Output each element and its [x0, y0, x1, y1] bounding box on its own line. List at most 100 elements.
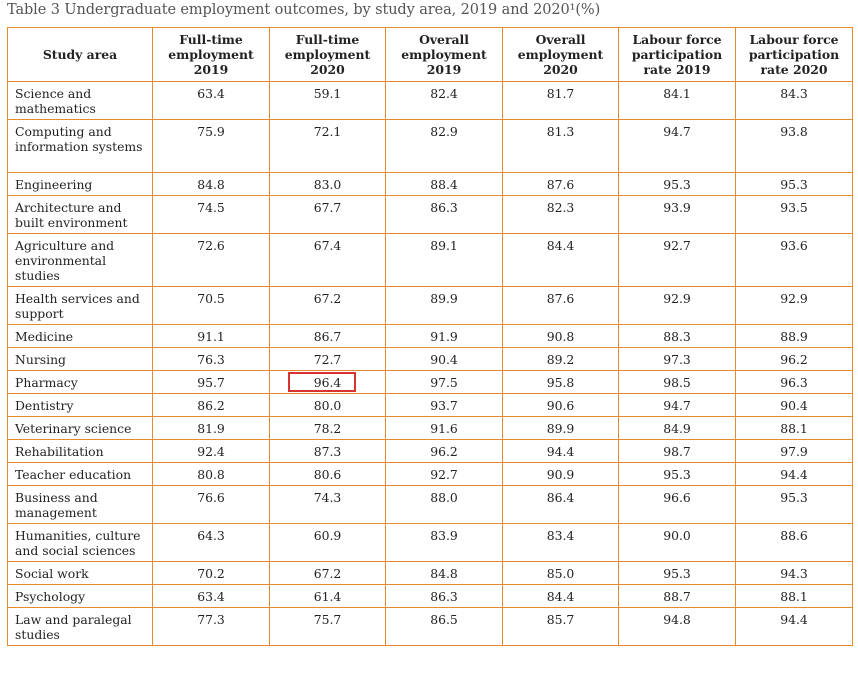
- value-cell: 61.4: [269, 584, 386, 608]
- table-row: Nursing 76.3 72.7 90.4 89.2 97.3 96.2: [7, 347, 853, 371]
- value-cell: 88.1: [735, 584, 853, 608]
- value-cell: 88.1: [735, 416, 853, 440]
- header-overall-2019: Overall employment 2019: [385, 27, 503, 82]
- study-area-cell: Teacher education: [7, 462, 153, 486]
- table-row: Medicine 91.1 86.7 91.9 90.8 88.3 88.9: [7, 324, 853, 348]
- value-cell: 86.2: [152, 393, 270, 417]
- value-cell: 94.8: [618, 607, 736, 646]
- value-cell: 85.0: [502, 561, 619, 585]
- header-overall-2020: Overall employment 2020: [502, 27, 619, 82]
- table-row: Agriculture and environmental studies 72.…: [7, 233, 853, 287]
- value-cell: 77.3: [152, 607, 270, 646]
- value-cell: 87.3: [269, 439, 386, 463]
- value-cell: 98.5: [618, 370, 736, 394]
- value-cell: 80.8: [152, 462, 270, 486]
- table-row: Teacher education 80.8 80.6 92.7 90.9 95.3 94.…: [7, 462, 853, 486]
- value-cell: 89.2: [502, 347, 619, 371]
- value-cell: 72.7: [269, 347, 386, 371]
- value-cell: 93.8: [735, 119, 853, 173]
- study-area-cell: Agriculture and environmental studies: [7, 233, 153, 287]
- highlighted-value: 96.4: [313, 375, 342, 390]
- header-lfpr-2020: Labour force participation rate 2020: [735, 27, 853, 82]
- value-cell: 92.7: [385, 462, 503, 486]
- value-cell: 95.3: [735, 172, 853, 196]
- value-cell: 88.0: [385, 485, 503, 524]
- value-cell: 92.9: [735, 286, 853, 325]
- value-cell: 82.9: [385, 119, 503, 173]
- value-cell: 74.3: [269, 485, 386, 524]
- table-row: Dentistry 86.2 80.0 93.7 90.6 94.7 90.4: [7, 393, 853, 417]
- value-cell: 96.3: [735, 370, 853, 394]
- value-cell: 67.4: [269, 233, 386, 287]
- value-cell: 83.9: [385, 523, 503, 562]
- study-area-cell: Business and management: [7, 485, 153, 524]
- value-cell: 83.4: [502, 523, 619, 562]
- value-cell: 84.1: [618, 81, 736, 120]
- value-cell: 87.6: [502, 286, 619, 325]
- value-cell: 96.2: [735, 347, 853, 371]
- value-cell: 90.9: [502, 462, 619, 486]
- value-cell: 75.9: [152, 119, 270, 173]
- value-cell: 59.1: [269, 81, 386, 120]
- value-cell: 88.6: [735, 523, 853, 562]
- study-area-cell: Engineering: [7, 172, 153, 196]
- value-cell: 78.2: [269, 416, 386, 440]
- study-area-cell: Architecture and built environment: [7, 195, 153, 234]
- employment-outcomes-table: Study area Full-time employment 2019 Ful…: [7, 27, 853, 646]
- value-cell: 95.3: [735, 485, 853, 524]
- value-cell: 84.8: [152, 172, 270, 196]
- value-cell: 90.6: [502, 393, 619, 417]
- value-cell: 94.4: [735, 607, 853, 646]
- table-row: Law and paralegal studies 77.3 75.7 86.5 85.…: [7, 607, 853, 646]
- value-cell: 76.6: [152, 485, 270, 524]
- value-cell: 86.3: [385, 195, 503, 234]
- table-row: Veterinary science 81.9 78.2 91.6 89.9 84.9 88…: [7, 416, 853, 440]
- table-row: Computing and information systems 75.9 72.…: [7, 119, 853, 173]
- value-cell: 90.4: [735, 393, 853, 417]
- value-cell: 92.7: [618, 233, 736, 287]
- value-cell: 83.0: [269, 172, 386, 196]
- value-cell: 81.9: [152, 416, 270, 440]
- value-cell: 75.7: [269, 607, 386, 646]
- value-cell: 94.4: [735, 462, 853, 486]
- value-cell: 90.0: [618, 523, 736, 562]
- value-cell: 93.9: [618, 195, 736, 234]
- value-cell: 95.3: [618, 561, 736, 585]
- value-cell: 95.8: [502, 370, 619, 394]
- value-cell: 94.7: [618, 119, 736, 173]
- value-cell: 88.3: [618, 324, 736, 348]
- header-study-area: Study area: [7, 27, 153, 82]
- value-cell: 95.3: [618, 172, 736, 196]
- value-cell: 72.1: [269, 119, 386, 173]
- value-cell: 67.2: [269, 561, 386, 585]
- value-cell: 86.4: [502, 485, 619, 524]
- value-cell: 93.6: [735, 233, 853, 287]
- value-cell: 70.5: [152, 286, 270, 325]
- table-row: Rehabilitation 92.4 87.3 96.2 94.4 98.7 97.9: [7, 439, 853, 463]
- study-area-cell: Pharmacy: [7, 370, 153, 394]
- value-cell: 91.9: [385, 324, 503, 348]
- value-cell: 84.4: [502, 233, 619, 287]
- value-cell: 98.7: [618, 439, 736, 463]
- value-cell: 88.9: [735, 324, 853, 348]
- study-area-cell: Science and mathematics: [7, 81, 153, 120]
- table-row: Social work 70.2 67.2 84.8 85.0 95.3 94.3: [7, 561, 853, 585]
- value-cell: 95.3: [618, 462, 736, 486]
- table-row: Engineering 84.8 83.0 88.4 87.6 95.3 95.3: [7, 172, 853, 196]
- value-cell: 87.6: [502, 172, 619, 196]
- study-area-cell: Rehabilitation: [7, 439, 153, 463]
- table-body: Science and mathematics 63.4 59.1 82.4 81.7 8…: [7, 81, 853, 646]
- value-cell: 86.3: [385, 584, 503, 608]
- table-row: Health services and support 70.5 67.2 89.9 8…: [7, 286, 853, 325]
- value-cell: 82.4: [385, 81, 503, 120]
- study-area-cell: Dentistry: [7, 393, 153, 417]
- value-cell: 60.9: [269, 523, 386, 562]
- table-row: Pharmacy 95.7 96.4 97.5 95.8 98.5 96.3: [7, 370, 853, 394]
- table-row: Architecture and built environment 74.5 67…: [7, 195, 853, 234]
- value-cell: 93.5: [735, 195, 853, 234]
- table-row: Humanities, culture and social sciences 6…: [7, 523, 853, 562]
- value-cell: 91.6: [385, 416, 503, 440]
- value-cell: 90.8: [502, 324, 619, 348]
- study-area-cell: Veterinary science: [7, 416, 153, 440]
- value-cell: 88.7: [618, 584, 736, 608]
